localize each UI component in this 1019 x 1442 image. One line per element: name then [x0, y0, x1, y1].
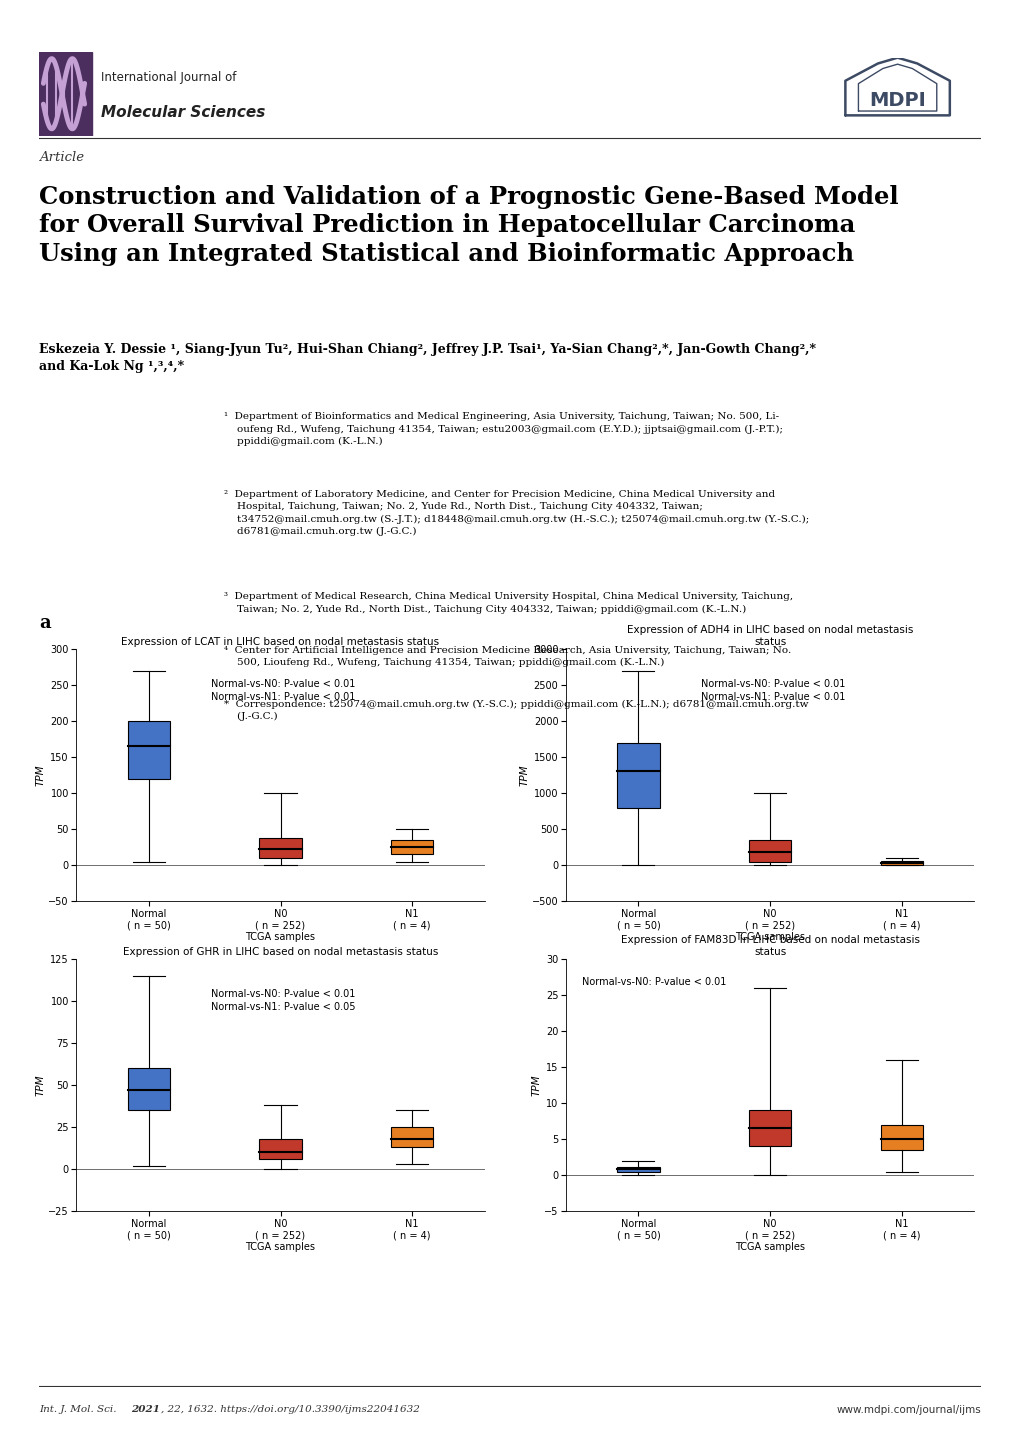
Text: ³  Department of Medical Research, China Medical University Hospital, China Medi: ³ Department of Medical Research, China … [224, 593, 793, 614]
Text: Article: Article [39, 151, 84, 164]
Text: a: a [39, 614, 50, 632]
Text: ¹  Department of Bioinformatics and Medical Engineering, Asia University, Taichu: ¹ Department of Bioinformatics and Medic… [224, 412, 783, 446]
Text: *  Correspondence: t25074@mail.cmuh.org.tw (Y.-S.C.); ppiddi@gmail.com (K.-L.N.): * Correspondence: t25074@mail.cmuh.org.t… [224, 699, 808, 721]
Bar [616, 743, 659, 808]
Bar [259, 838, 302, 858]
Bar [748, 839, 791, 862]
Bar [879, 1125, 922, 1151]
Text: Normal-vs-N0: P-value < 0.01: Normal-vs-N0: P-value < 0.01 [582, 976, 727, 986]
Text: www.mdpi.com/journal/ijms: www.mdpi.com/journal/ijms [836, 1405, 980, 1415]
Bar [127, 1069, 170, 1110]
Text: Construction and Validation of a Prognostic Gene-Based Model
for Overall Surviva: Construction and Validation of a Prognos… [39, 185, 898, 267]
Bar [616, 1167, 659, 1171]
Title: Expression of FAM83D in LIHC based on nodal metastasis
status: Expression of FAM83D in LIHC based on no… [620, 936, 919, 956]
Bar [39, 52, 92, 136]
Bar [390, 1128, 433, 1148]
Text: Int. J. Mol. Sci.: Int. J. Mol. Sci. [39, 1405, 119, 1413]
Bar [879, 861, 922, 865]
Bar [259, 1139, 302, 1159]
Text: Molecular Sciences: Molecular Sciences [101, 105, 265, 120]
Y-axis label: TPM: TPM [531, 1074, 541, 1096]
Text: ⁴  Center for Artificial Intelligence and Precision Medicine Research, Asia Univ: ⁴ Center for Artificial Intelligence and… [224, 646, 791, 668]
Y-axis label: TPM: TPM [36, 764, 46, 786]
Text: ²  Department of Laboratory Medicine, and Center for Precision Medicine, China M: ² Department of Laboratory Medicine, and… [224, 490, 809, 536]
Title: Expression of GHR in LIHC based on nodal metastasis status: Expression of GHR in LIHC based on nodal… [122, 947, 438, 956]
Text: Eskezeia Y. Dessie ¹, Siang-Jyun Tu², Hui-Shan Chiang², Jeffrey J.P. Tsai¹, Ya-S: Eskezeia Y. Dessie ¹, Siang-Jyun Tu², Hu… [39, 343, 815, 373]
Text: , 22, 1632. https://doi.org/10.3390/ijms22041632: , 22, 1632. https://doi.org/10.3390/ijms… [161, 1405, 420, 1413]
Y-axis label: TPM: TPM [36, 1074, 46, 1096]
Y-axis label: TPM: TPM [519, 764, 529, 786]
Text: International Journal of: International Journal of [101, 71, 235, 84]
Text: 2021: 2021 [130, 1405, 159, 1413]
Text: Normal-vs-N0: P-value < 0.01
Normal-vs-N1: P-value < 0.05: Normal-vs-N0: P-value < 0.01 Normal-vs-N… [211, 989, 356, 1012]
Title: Expression of LCAT in LIHC based on nodal metastasis status: Expression of LCAT in LIHC based on noda… [121, 637, 439, 646]
Text: Normal-vs-N0: P-value < 0.01
Normal-vs-N1: P-value < 0.01: Normal-vs-N0: P-value < 0.01 Normal-vs-N… [700, 679, 845, 702]
Bar [390, 839, 433, 854]
Text: MDPI: MDPI [868, 91, 925, 111]
Bar [748, 1110, 791, 1146]
Title: Expression of ADH4 in LIHC based on nodal metastasis
status: Expression of ADH4 in LIHC based on noda… [627, 626, 912, 646]
Bar [127, 721, 170, 779]
Text: Normal-vs-N0: P-value < 0.01
Normal-vs-N1: P-value < 0.01: Normal-vs-N0: P-value < 0.01 Normal-vs-N… [211, 679, 356, 702]
